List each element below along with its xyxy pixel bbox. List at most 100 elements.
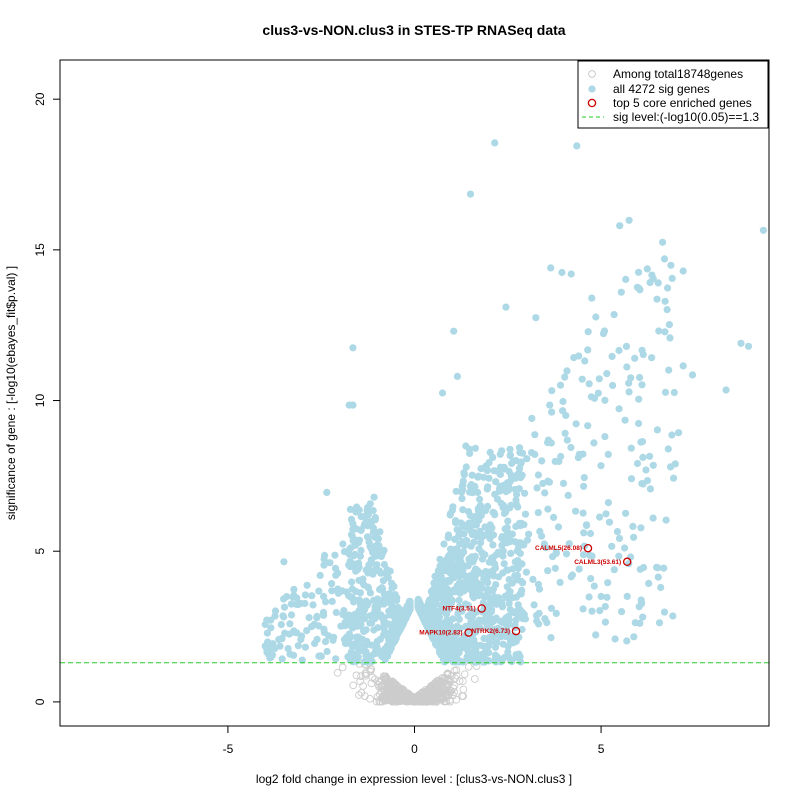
sig-point (356, 601, 364, 609)
sig-point (452, 487, 460, 495)
sig-point (466, 482, 474, 490)
sig-point (507, 657, 515, 665)
sig-point (515, 444, 524, 452)
sig-point (544, 567, 552, 575)
sig-point (660, 608, 669, 616)
sig-point (491, 560, 499, 568)
sig-point (586, 529, 595, 538)
core-gene-point (477, 604, 486, 613)
sig-point (353, 503, 361, 511)
sig-point (434, 567, 442, 575)
sig-point (654, 573, 662, 581)
nonsig-point (366, 694, 374, 703)
sig-point (352, 587, 360, 596)
nonsig-point (458, 692, 466, 700)
sig-point (485, 459, 493, 467)
sig-point (463, 537, 471, 545)
nonsig-point (418, 695, 427, 704)
sig-point (580, 482, 588, 490)
sig-point (349, 520, 357, 528)
sig-point (401, 609, 409, 617)
sig-point (478, 584, 486, 592)
sig-point (638, 381, 646, 389)
sig-point (659, 238, 667, 246)
sig-point (523, 536, 532, 544)
sig-point (645, 579, 653, 588)
sig-point (298, 656, 306, 664)
sig-point (303, 581, 311, 589)
sig-point (539, 479, 547, 488)
sig-point (464, 508, 473, 516)
sig-point (427, 629, 435, 637)
nonsig-point (470, 675, 479, 683)
legend-marker-sig (588, 85, 596, 93)
sig-point (515, 539, 523, 547)
sig-point (661, 328, 669, 336)
nonsig-point (404, 696, 412, 705)
sig-point (660, 255, 669, 263)
nonsig-point (434, 680, 443, 688)
sig-point (368, 657, 376, 666)
sig-point (646, 485, 655, 493)
sig-point (530, 601, 538, 609)
sig-point (495, 596, 503, 604)
sig-point (486, 626, 494, 634)
sig-point (488, 554, 496, 562)
sig-point (316, 571, 324, 580)
sig-point (482, 567, 490, 576)
sig-point (390, 636, 398, 644)
sig-point (638, 346, 646, 354)
sig-point (518, 560, 526, 568)
sig-point (665, 321, 674, 329)
sig-point (278, 634, 286, 643)
sig-point (442, 586, 450, 595)
sig-point (625, 379, 633, 387)
sig-point (547, 634, 555, 642)
sig-point (290, 585, 298, 594)
sig-point (280, 613, 288, 621)
sig-point (585, 593, 593, 601)
nonsig-point (338, 663, 347, 672)
sig-point (590, 582, 598, 590)
sig-point (603, 370, 611, 378)
sig-point (294, 642, 302, 650)
sig-point (541, 489, 549, 497)
sig-point (332, 608, 340, 617)
sig-point (489, 541, 497, 549)
sig-point (551, 564, 559, 572)
nonsig-point (460, 670, 469, 679)
sig-point (499, 504, 507, 512)
sig-point (482, 614, 490, 622)
sig-point (503, 524, 511, 532)
sig-point (518, 625, 526, 634)
sig-point (456, 573, 464, 581)
sig-point (622, 275, 630, 283)
sig-point (655, 327, 663, 335)
sig-point (639, 480, 647, 488)
sig-point (455, 530, 463, 539)
sig-point (433, 589, 441, 597)
sig-point (661, 297, 669, 305)
sig-point (329, 636, 337, 644)
sig-point (572, 420, 580, 428)
legend-marker-nonsig (588, 70, 596, 78)
sig-point (297, 635, 305, 644)
sig-point (489, 508, 497, 516)
sig-point (491, 139, 499, 147)
sig-point (320, 555, 328, 563)
nonsig-point (432, 684, 440, 693)
sig-point (367, 652, 375, 660)
sig-point (430, 605, 438, 613)
sig-point (445, 605, 453, 614)
sig-point (340, 607, 348, 615)
sig-point (468, 488, 476, 496)
sig-point (458, 482, 466, 490)
sig-point (592, 313, 600, 321)
sig-point (317, 652, 325, 660)
sig-point (320, 592, 328, 601)
sig-point (347, 619, 355, 627)
sig-point (363, 658, 371, 666)
sig-point (435, 583, 444, 591)
sig-point (459, 658, 467, 666)
sig-point (610, 566, 618, 574)
